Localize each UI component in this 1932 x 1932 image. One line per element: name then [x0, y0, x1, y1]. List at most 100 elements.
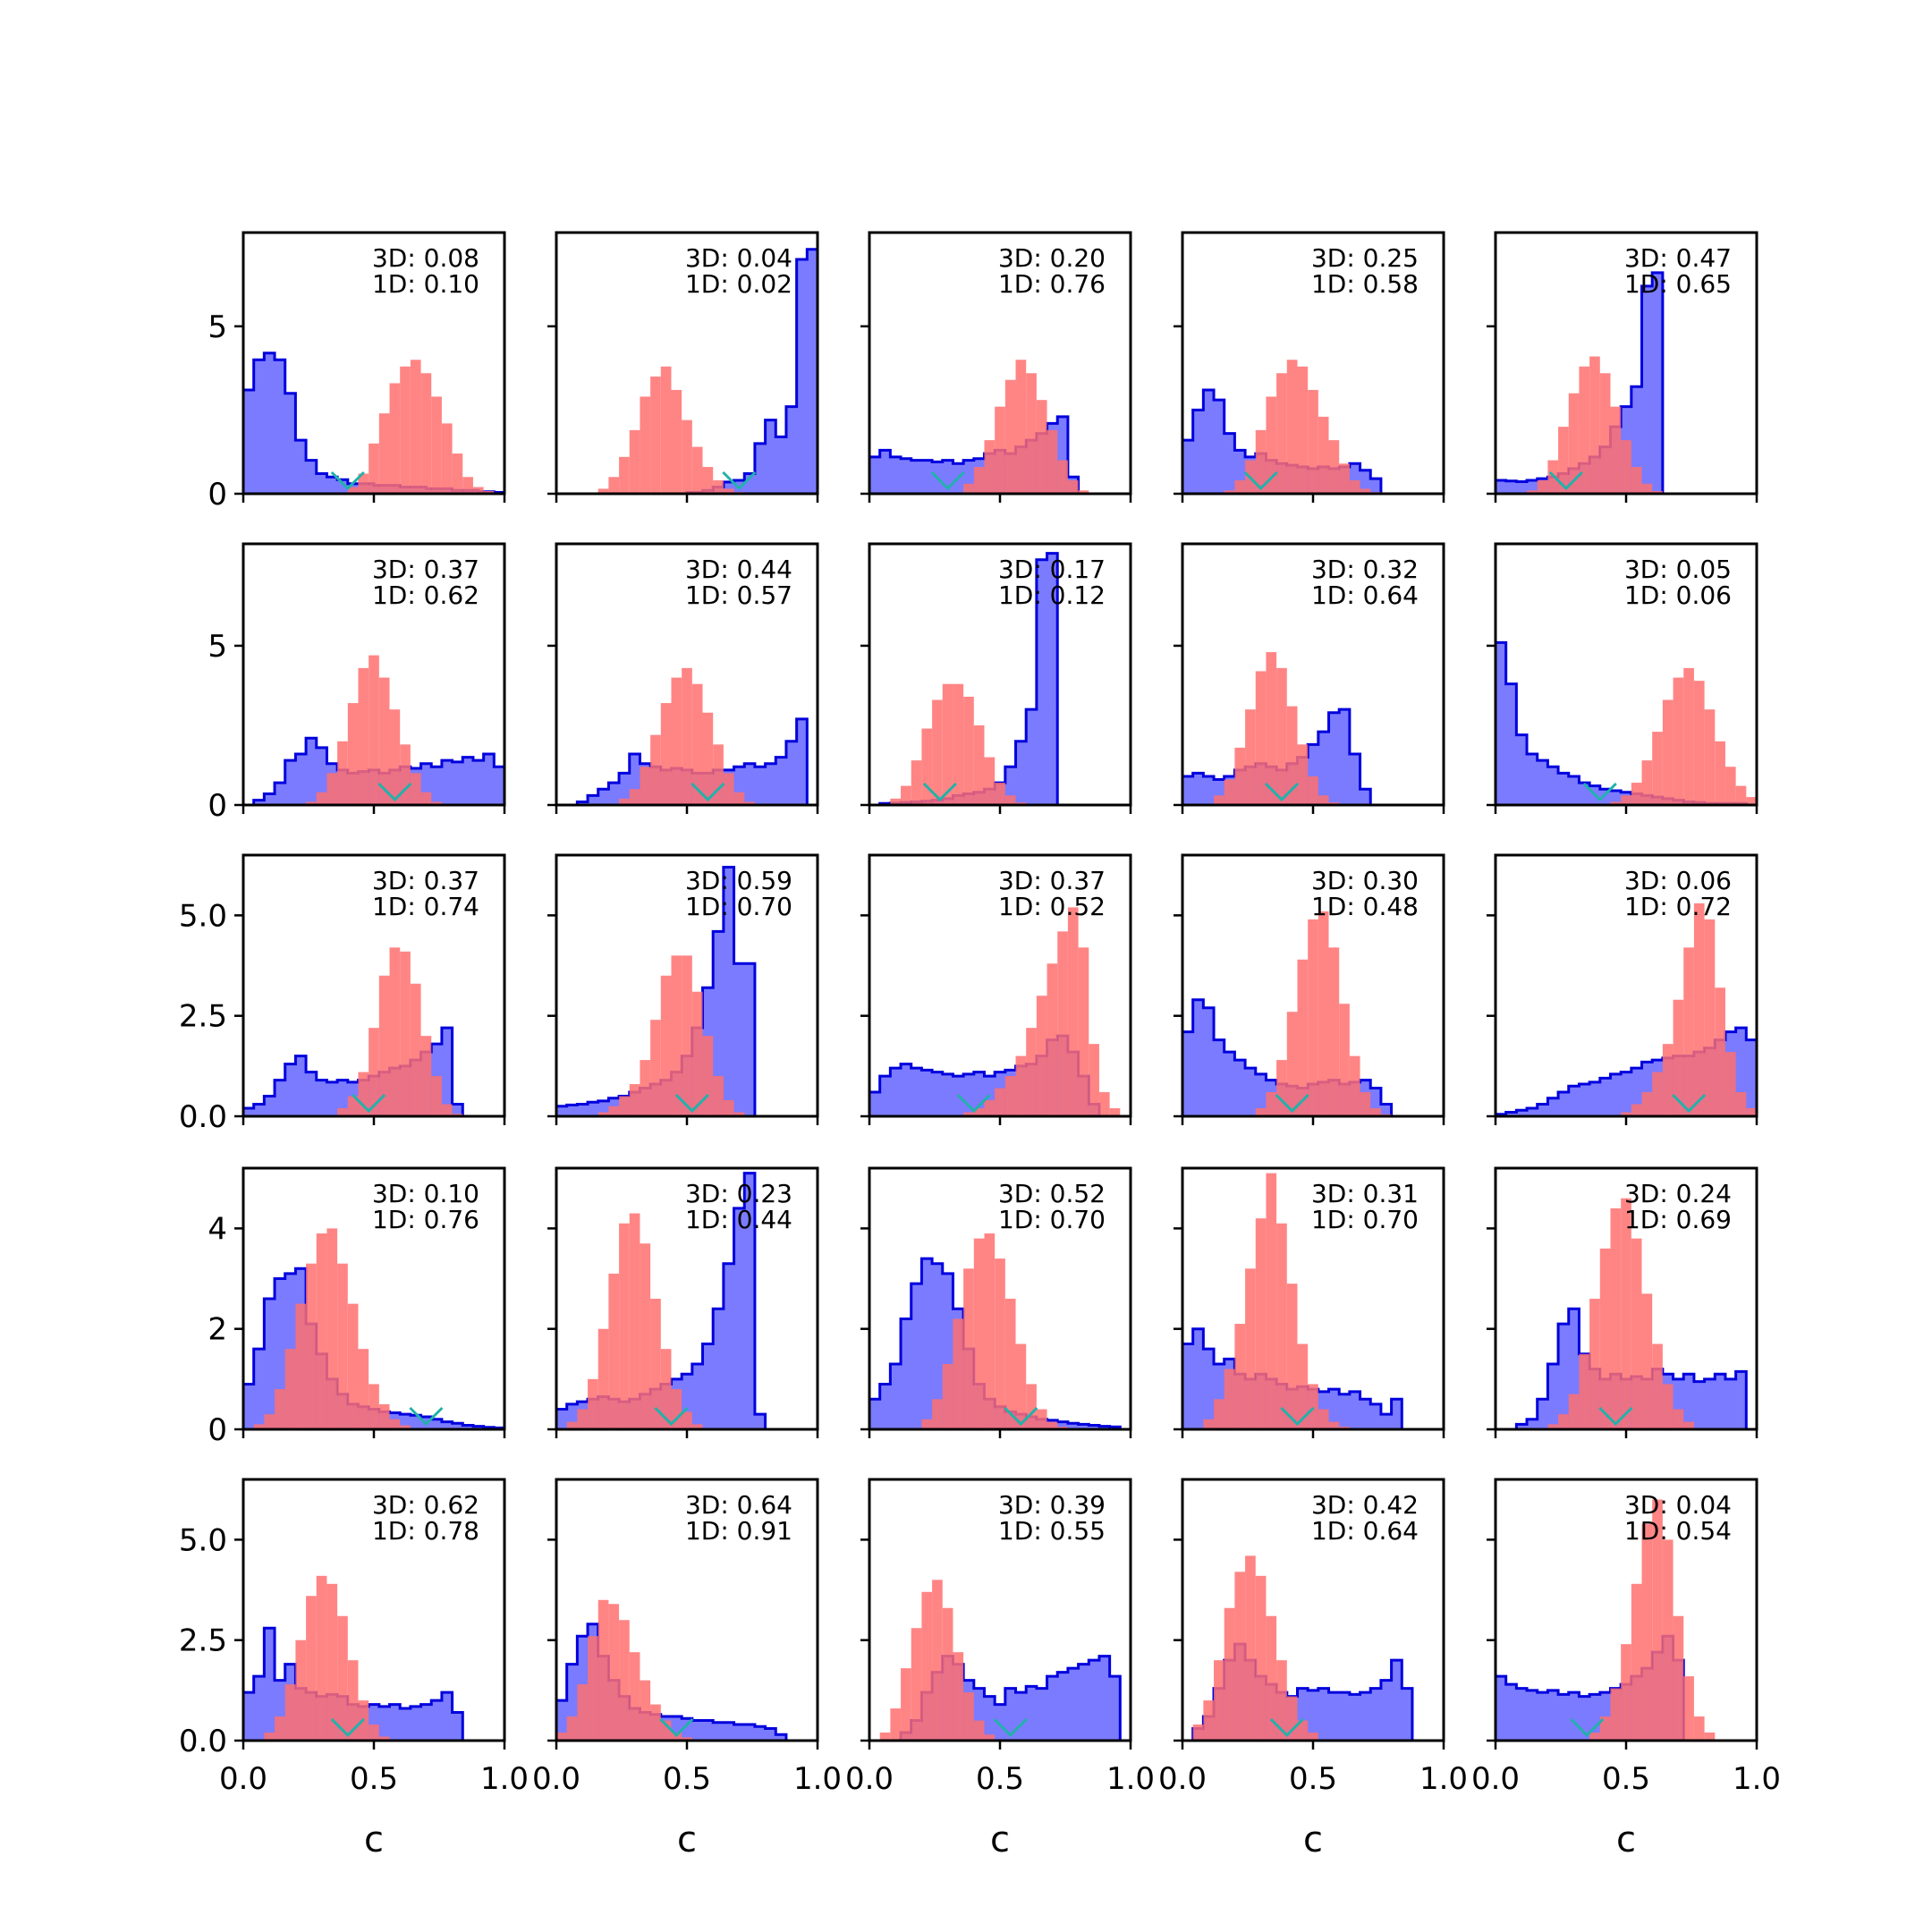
annotation-1d: 1D: 0.58 — [1311, 269, 1419, 299]
red-histogram-bar — [1234, 1572, 1246, 1741]
red-histogram-bar — [640, 1060, 651, 1116]
red-histogram-bar — [1641, 1293, 1653, 1429]
x-tick-label: 1.0 — [1419, 1761, 1468, 1797]
red-histogram-bar — [901, 785, 911, 805]
red-histogram-bar — [1276, 1223, 1287, 1429]
red-histogram-bar — [1046, 1421, 1058, 1429]
red-histogram-bar — [629, 789, 640, 805]
red-histogram-bar — [1673, 677, 1684, 805]
red-histogram-bar — [1015, 1055, 1027, 1116]
red-histogram-bar — [358, 1349, 369, 1429]
marker-v — [330, 1717, 365, 1738]
red-histogram-bar — [1589, 1299, 1600, 1429]
annotation-1d: 1D: 0.70 — [1311, 1205, 1419, 1234]
red-histogram-bar — [629, 1213, 640, 1429]
annotation-1d: 1D: 0.69 — [1624, 1205, 1732, 1234]
red-histogram-bar — [1527, 490, 1538, 494]
red-histogram-bar — [1683, 1676, 1694, 1741]
red-histogram-bar — [1224, 1607, 1235, 1741]
red-histogram-bar — [1683, 667, 1694, 805]
red-histogram-bar — [1109, 1108, 1121, 1116]
red-histogram-bar — [682, 419, 692, 494]
red-histogram-bar — [358, 667, 369, 805]
red-histogram-bar — [1308, 1384, 1318, 1429]
red-histogram-bar — [1004, 379, 1016, 494]
red-histogram-bar — [1673, 999, 1684, 1116]
red-histogram-bar — [660, 1720, 672, 1741]
red-histogram-bar — [1234, 1324, 1246, 1429]
red-histogram-bar — [702, 1036, 714, 1116]
red-histogram-bar — [1224, 1368, 1235, 1429]
red-histogram-bar — [1715, 987, 1725, 1116]
blue-histogram-edge — [868, 415, 1080, 496]
red-histogram-bar — [1631, 467, 1642, 494]
red-histogram-bar — [723, 488, 734, 494]
red-histogram-bar — [588, 1636, 598, 1741]
x-tick-label: 0.5 — [1289, 1761, 1337, 1797]
red-histogram-bar — [378, 1403, 390, 1429]
red-histogram-bar — [1673, 1409, 1684, 1429]
red-histogram-bar — [1245, 1555, 1256, 1741]
red-histogram-bar — [1266, 1173, 1277, 1429]
red-histogram-bar — [963, 1112, 974, 1116]
y-tick-label: 5 — [208, 629, 227, 665]
red-histogram-bar — [431, 801, 442, 805]
red-histogram-bar — [1318, 911, 1329, 1116]
annotation-1d: 1D: 0.06 — [1624, 580, 1732, 610]
red-histogram-bar — [1036, 1409, 1047, 1429]
marker-v — [654, 1406, 689, 1427]
marker-v — [330, 470, 365, 491]
red-histogram-bar — [1015, 1343, 1027, 1429]
red-histogram-bar — [358, 473, 369, 494]
red-histogram-bar — [410, 983, 421, 1116]
blue-histogram-fill — [1496, 642, 1747, 805]
red-histogram-bar — [1286, 1012, 1298, 1116]
red-histogram-bar — [1339, 463, 1350, 494]
red-histogram-bar — [295, 1303, 307, 1429]
annotation-3d: 3D: 0.62 — [372, 1490, 479, 1520]
annotation-3d: 3D: 0.59 — [685, 866, 792, 895]
x-axis-label: c — [990, 1819, 1010, 1860]
red-histogram-bar — [378, 1736, 390, 1741]
x-axis-label: c — [677, 1819, 697, 1860]
blue-histogram-fill — [879, 553, 1058, 805]
red-histogram-bar — [326, 1228, 338, 1429]
red-histogram-bar — [921, 1591, 933, 1741]
red-histogram-bar — [577, 1409, 589, 1429]
red-histogram-bar — [275, 1389, 285, 1429]
red-histogram-bar — [369, 1724, 379, 1741]
red-histogram-bar — [608, 477, 620, 494]
red-histogram-bar — [901, 1668, 911, 1741]
annotation-3d: 3D: 0.06 — [1624, 866, 1732, 895]
red-histogram-bar — [1026, 373, 1037, 494]
blue-histogram-fill — [577, 718, 808, 805]
annotation-1d: 1D: 0.74 — [372, 892, 479, 921]
red-histogram-bar — [1318, 416, 1329, 494]
blue-histogram-fill — [687, 249, 818, 494]
red-histogram-bar — [441, 423, 453, 494]
red-histogram-bar — [389, 947, 401, 1116]
red-histogram-bar — [1255, 1218, 1267, 1429]
red-histogram-bar — [713, 744, 724, 805]
x-tick-label: 0.0 — [532, 1761, 580, 1797]
annotation-1d: 1D: 0.54 — [1624, 1516, 1732, 1546]
annotation-3d: 3D: 0.52 — [998, 1179, 1106, 1208]
red-histogram-bar — [629, 1652, 640, 1741]
marker-v — [1598, 1406, 1633, 1427]
red-histogram-bar — [1631, 783, 1642, 805]
red-histogram-bar — [650, 1020, 661, 1116]
red-histogram-bar — [264, 1733, 275, 1741]
red-histogram-bar — [1641, 760, 1653, 805]
red-histogram-bar — [1724, 767, 1736, 805]
red-histogram-bar — [400, 366, 411, 494]
red-histogram-bar — [1245, 1268, 1256, 1429]
red-histogram-bar — [566, 1421, 578, 1429]
red-histogram-bar — [1693, 681, 1705, 805]
